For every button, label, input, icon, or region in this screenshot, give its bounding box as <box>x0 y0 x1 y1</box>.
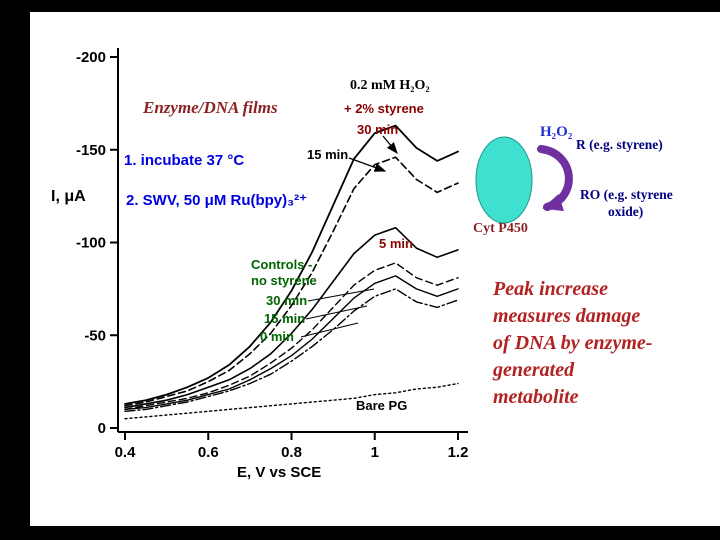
svg-text:0.8: 0.8 <box>281 444 302 461</box>
svg-text:-200: -200 <box>76 49 106 66</box>
svg-text:-100: -100 <box>76 235 106 252</box>
svg-text:-150: -150 <box>76 142 106 159</box>
mechanism-product-label-line2: oxide) <box>608 204 644 219</box>
annotation-h2o2-condition: 0.2 mM H₂O₂ <box>350 78 430 93</box>
annotation-control-0min: 0 min <box>260 329 294 344</box>
mechanism-h2o2-label: H₂O₂ <box>540 124 573 140</box>
mechanism-substrate-label: R (e.g. styrene) <box>576 137 663 152</box>
y-axis-label: I, μA <box>51 188 86 205</box>
cyt-p450-ellipse <box>475 136 533 224</box>
x-axis-label: E, V vs SCE <box>237 464 322 481</box>
svg-text:0: 0 <box>98 420 106 437</box>
svg-text:-50: -50 <box>84 327 106 344</box>
conclusion-caption: Peak increase measures damage of DNA by … <box>493 278 653 408</box>
annotation-styrene-30min: 30 min <box>357 122 399 137</box>
reaction-curved-arrow <box>537 145 573 212</box>
annotation-styrene-15min: 15 min <box>307 147 349 162</box>
annotation-control-15min: 15 min <box>264 311 306 326</box>
annotation-step1: 1. incubate 37 °C <box>124 152 245 169</box>
svg-text:1.2: 1.2 <box>448 444 469 461</box>
annotation-styrene-5min: 5 min <box>379 236 413 251</box>
slide-title: Enzyme/DNA films <box>143 98 278 117</box>
annotation-step2: 2. SWV, 50 μM Ru(bpy)₃²⁺ <box>126 192 307 209</box>
annotation-styrene: + 2% styrene <box>344 101 424 116</box>
svg-text:1: 1 <box>371 444 379 461</box>
mechanism-product-label-line1: RO (e.g. styrene <box>580 187 673 202</box>
slide-background <box>30 12 720 526</box>
svg-text:0.4: 0.4 <box>115 444 137 461</box>
annotation-bare-pg: Bare PG <box>356 398 408 413</box>
svg-text:0.6: 0.6 <box>198 444 219 461</box>
annotation-controls: Controls - no styrene <box>251 257 317 289</box>
mechanism-enzyme-label: Cyt P450 <box>473 221 528 236</box>
annotation-control-30min: 30 min <box>266 293 308 308</box>
